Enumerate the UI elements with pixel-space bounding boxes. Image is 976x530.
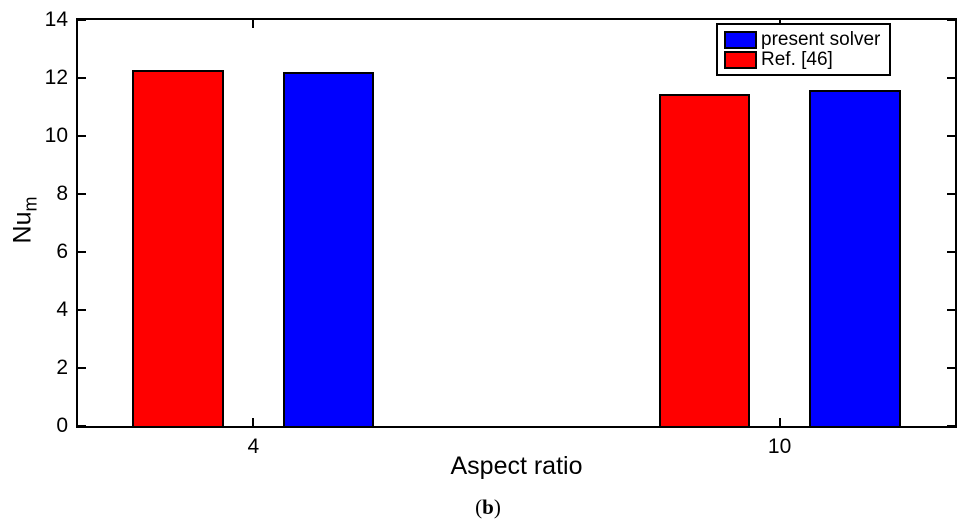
caption-letter: b (482, 495, 494, 519)
x-tick-label: 10 (767, 435, 792, 458)
y-tick-mirror (947, 19, 955, 21)
y-tick (78, 309, 86, 311)
legend-label: present solver (761, 29, 881, 50)
bar-present-solver-10 (809, 90, 901, 426)
caption-paren-open: ( (475, 495, 483, 519)
y-tick-label: 12 (44, 66, 68, 89)
y-tick (78, 19, 86, 21)
figure-caption: (b) (0, 495, 976, 520)
y-tick-label: 0 (56, 414, 68, 437)
legend-item: present solver (724, 30, 885, 50)
legend: present solver Ref. [46] (716, 23, 891, 76)
y-tick (78, 135, 86, 137)
y-tick (78, 77, 86, 79)
y-tick (78, 425, 86, 427)
y-tick-mirror (947, 251, 955, 253)
y-tick-label: 8 (56, 182, 68, 205)
y-tick-label: 10 (44, 124, 68, 147)
bar-present-solver-4 (283, 72, 375, 426)
x-tick (778, 418, 781, 426)
legend-swatch-present-solver (724, 31, 757, 49)
x-tick-mirror (252, 20, 255, 28)
y-tick-label: 14 (44, 8, 68, 31)
y-tick-label: 4 (56, 298, 68, 321)
x-tick (252, 418, 255, 426)
y-tick (78, 367, 86, 369)
y-tick-mirror (947, 425, 955, 427)
bar-ref-46--10 (658, 94, 750, 426)
legend-item: Ref. [46] (724, 50, 885, 70)
y-tick-mirror (947, 193, 955, 195)
caption-paren-close: ) (493, 495, 501, 519)
y-tick-label: 2 (56, 356, 68, 379)
bar-ref-46--4 (132, 70, 224, 426)
y-tick (78, 251, 86, 253)
y-tick-mirror (947, 77, 955, 79)
y-tick-mirror (947, 367, 955, 369)
legend-swatch-ref-46- (724, 51, 757, 69)
x-axis-label: Aspect ratio (450, 452, 583, 480)
plot-area (76, 18, 957, 428)
y-tick-label: 6 (56, 240, 68, 263)
y-tick-mirror (947, 135, 955, 137)
x-tick-label: 4 (247, 435, 260, 458)
y-tick-mirror (947, 309, 955, 311)
legend-label: Ref. [46] (761, 49, 833, 70)
y-tick (78, 193, 86, 195)
